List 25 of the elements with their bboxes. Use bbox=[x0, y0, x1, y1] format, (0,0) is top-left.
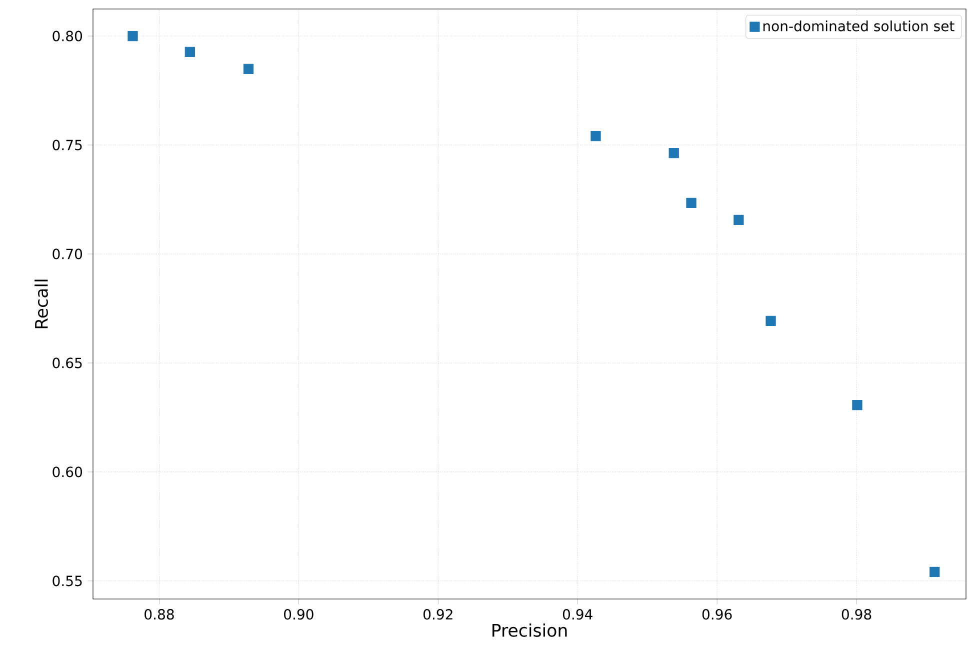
y-tick-label: 0.65 bbox=[52, 358, 82, 368]
legend-label: non-dominated solution set bbox=[763, 20, 954, 32]
point bbox=[184, 46, 195, 58]
point bbox=[243, 64, 254, 74]
point bbox=[590, 130, 601, 142]
point bbox=[668, 148, 679, 158]
point bbox=[128, 30, 138, 42]
y-tick-label: 0.80 bbox=[52, 30, 82, 42]
point bbox=[766, 316, 776, 326]
y-tick-label: 0.55 bbox=[52, 576, 82, 586]
x-tick-label: 0.94 bbox=[562, 609, 592, 620]
y-tick-label: 0.70 bbox=[52, 248, 82, 260]
point bbox=[852, 400, 862, 410]
y-tick-label: 0.75 bbox=[52, 140, 82, 150]
x-tick-label: 0.98 bbox=[842, 609, 872, 620]
x-axis-title: Precision bbox=[492, 623, 567, 637]
y-axis-title: Recall bbox=[34, 280, 48, 328]
y-tick-label: 0.60 bbox=[52, 466, 82, 478]
point bbox=[686, 198, 696, 208]
x-tick-label: 0.96 bbox=[702, 609, 732, 620]
x-tick-label: 0.92 bbox=[423, 609, 452, 620]
point bbox=[734, 214, 744, 226]
x-tick-label: 0.88 bbox=[144, 609, 174, 620]
x-tick-label: 0.90 bbox=[284, 609, 314, 620]
point bbox=[930, 566, 940, 578]
